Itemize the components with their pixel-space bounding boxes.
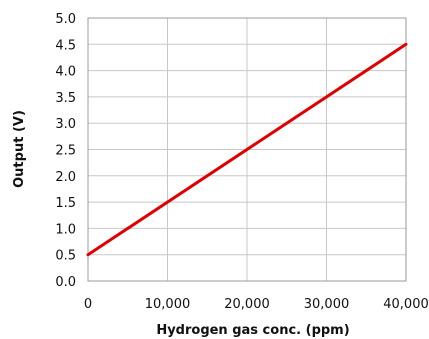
y-tick-labels: 0.0 0.5 1.0 1.5 2.0 2.5 3.0 3.5 4.0 4.5 5.0 — [55, 12, 76, 290]
y-tick-label: 3.0 — [55, 117, 76, 132]
x-tick-label: 30,000 — [304, 297, 350, 312]
x-tick-label: 40,000 — [383, 297, 429, 312]
x-tick-labels: 0 10,000 20,000 30,000 40,000 — [84, 297, 429, 312]
series-line — [86, 42, 408, 257]
y-tick-label: 4.5 — [55, 38, 76, 53]
y-axis-label: Output (V) — [12, 110, 27, 188]
series-layer — [86, 42, 408, 257]
plot-frame — [87, 17, 407, 282]
x-tick-label: 10,000 — [145, 297, 191, 312]
x-tick-label: 0 — [84, 297, 92, 312]
y-tick-label: 1.0 — [55, 222, 76, 237]
y-tick-label: 5.0 — [55, 12, 76, 27]
y-tick-label: 3.5 — [55, 91, 76, 106]
y-tick-label: 4.0 — [55, 65, 76, 80]
x-tick-label: 20,000 — [224, 297, 270, 312]
y-tick-label: 2.5 — [55, 144, 76, 159]
y-tick-label: 1.5 — [55, 196, 76, 211]
y-tick-label: 2.0 — [55, 170, 76, 185]
y-tick-label: 0.0 — [55, 275, 76, 290]
x-axis-label: Hydrogen gas conc. (ppm) — [156, 323, 349, 338]
y-tick-label: 0.5 — [55, 249, 76, 264]
